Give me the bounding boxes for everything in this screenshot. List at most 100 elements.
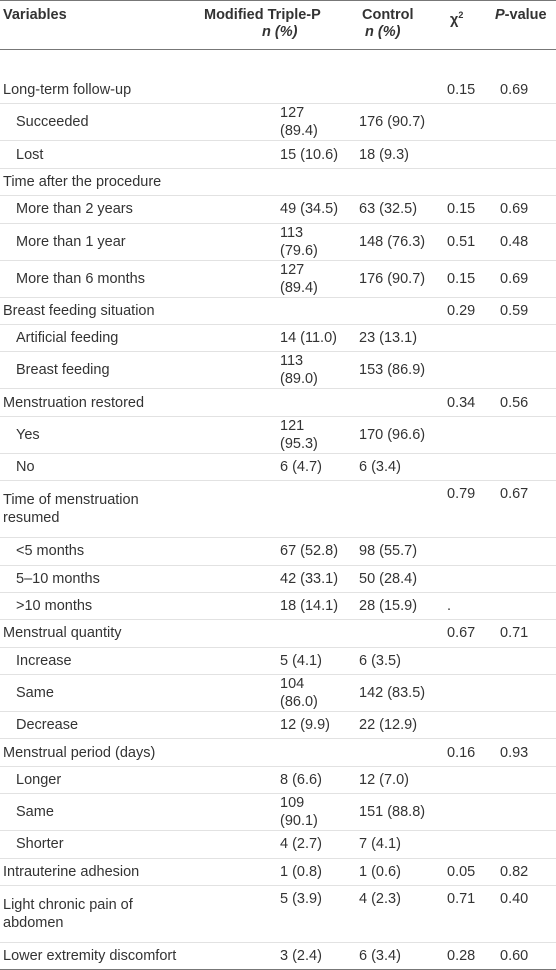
control-value: 148 (76.3) <box>342 223 442 261</box>
p-value <box>495 351 556 390</box>
chi-square-value: 0.34 <box>442 388 495 417</box>
spacer-cell <box>0 50 556 78</box>
control-value: 153 (86.9) <box>342 351 442 390</box>
modified-value: 121 (95.3) <box>192 416 342 454</box>
p-value: 0.71 <box>495 619 556 648</box>
p-value: 0.69 <box>495 260 556 298</box>
modified-value <box>192 738 342 767</box>
modified-value: 1 (0.8) <box>192 858 342 887</box>
table-row: Same 104 (86.0) 142 (83.5) <box>0 674 556 713</box>
row-label: Menstruation restored <box>0 388 192 417</box>
chi-square-value <box>442 103 495 142</box>
control-value: 176 (90.7) <box>342 103 442 142</box>
modified-value: 4 (2.7) <box>192 830 342 859</box>
p-value <box>495 103 556 142</box>
chi-square-value <box>442 674 495 713</box>
chi-square-value: 0.16 <box>442 738 495 767</box>
modified-value: 6 (4.7) <box>192 453 342 482</box>
row-label: Shorter <box>0 830 192 859</box>
p-value <box>495 140 556 169</box>
row-label: Long-term follow-up <box>0 77 192 105</box>
table-row: Increase 5 (4.1) 6 (3.5) <box>0 647 556 676</box>
p-value <box>495 793 556 832</box>
chi-square-value: 0.51 <box>442 223 495 261</box>
header-variables: Variables <box>0 0 192 50</box>
control-value: 28 (15.9) <box>342 592 442 621</box>
p-value <box>495 324 556 353</box>
table-row: Menstrual period (days) 0.16 0.93 <box>0 738 556 767</box>
row-label: More than 6 months <box>0 260 192 298</box>
p-value: 0.60 <box>495 942 556 970</box>
table-row: Lost 15 (10.6) 18 (9.3) <box>0 140 556 169</box>
control-value: 50 (28.4) <box>342 565 442 593</box>
control-value <box>342 297 442 325</box>
p-value <box>495 711 556 740</box>
modified-value: 5 (4.1) <box>192 647 342 676</box>
row-label: Breast feeding situation <box>0 297 192 325</box>
p-value <box>495 565 556 593</box>
control-value: 23 (13.1) <box>342 324 442 353</box>
table-row: Menstrual quantity 0.67 0.71 <box>0 619 556 648</box>
control-value <box>342 738 442 767</box>
table-row: More than 2 years 49 (34.5) 63 (32.5) 0.15 0… <box>0 195 556 224</box>
p-value <box>495 830 556 859</box>
table-row: Lower extremity discomfort 3 (2.4) 6 (3.4)… <box>0 942 556 970</box>
chi-square-value <box>442 453 495 482</box>
chi-square-value: 0.79 <box>442 480 495 539</box>
p-value <box>495 416 556 454</box>
modified-value: 12 (9.9) <box>192 711 342 740</box>
modified-value: 67 (52.8) <box>192 537 342 566</box>
chi-square-value: 0.28 <box>442 942 495 970</box>
control-value <box>342 168 442 197</box>
p-value <box>495 766 556 795</box>
header-modified-triple-p: Modified Triple-P n (%) <box>192 0 342 50</box>
p-value: 0.82 <box>495 858 556 887</box>
header-row: Variables Modified Triple-P n (%) Contro… <box>0 0 556 50</box>
chi-square-value <box>442 140 495 169</box>
control-value: 151 (88.8) <box>342 793 442 832</box>
control-value <box>342 388 442 417</box>
chi-square-value <box>442 537 495 566</box>
table-row: 5–10 months 42 (33.1) 50 (28.4) <box>0 565 556 593</box>
control-value: 1 (0.6) <box>342 858 442 887</box>
header-p-rest: -value <box>504 7 547 23</box>
table-row: No 6 (4.7) 6 (3.4) <box>0 453 556 482</box>
table-row: <5 months 67 (52.8) 98 (55.7) <box>0 537 556 566</box>
row-label: Artificial feeding <box>0 324 192 353</box>
row-label: Menstrual period (days) <box>0 738 192 767</box>
modified-value: 18 (14.1) <box>192 592 342 621</box>
chi-square-value: 0.15 <box>442 260 495 298</box>
header-control: Control n (%) <box>342 0 442 50</box>
control-value <box>342 77 442 105</box>
table-row: Menstruation restored 0.34 0.56 <box>0 388 556 417</box>
row-label: Time after the procedure <box>0 168 192 197</box>
control-value: 22 (12.9) <box>342 711 442 740</box>
header-chi-superscript: 2 <box>458 10 464 20</box>
p-value: 0.67 <box>495 480 556 539</box>
header-control-n-pct: n (%) <box>365 24 401 40</box>
p-value: 0.56 <box>495 388 556 417</box>
chi-square-value <box>442 647 495 676</box>
control-value: 6 (3.4) <box>342 453 442 482</box>
p-value: 0.40 <box>495 885 556 944</box>
modified-value <box>192 480 342 539</box>
table-row: More than 1 year 113 (79.6) 148 (76.3) 0.51… <box>0 223 556 261</box>
row-label: Decrease <box>0 711 192 740</box>
table-row: Yes 121 (95.3) 170 (96.6) <box>0 416 556 454</box>
p-value <box>495 647 556 676</box>
modified-value <box>192 388 342 417</box>
table-row: Decrease 12 (9.9) 22 (12.9) <box>0 711 556 740</box>
row-label: Same <box>0 674 192 713</box>
header-p-letter: P <box>495 7 505 23</box>
table-row: Breast feeding 113 (89.0) 153 (86.9) <box>0 351 556 390</box>
chi-square-value: 0.29 <box>442 297 495 325</box>
modified-value: 113 (79.6) <box>192 223 342 261</box>
modified-value: 109 (90.1) <box>192 793 342 832</box>
control-value: 176 (90.7) <box>342 260 442 298</box>
p-value <box>495 537 556 566</box>
modified-value: 3 (2.4) <box>192 942 342 970</box>
table-row: >10 months 18 (14.1) 28 (15.9). <box>0 592 556 621</box>
chi-square-value: 0.05 <box>442 858 495 887</box>
header-chi-symbol: χ <box>450 11 459 28</box>
